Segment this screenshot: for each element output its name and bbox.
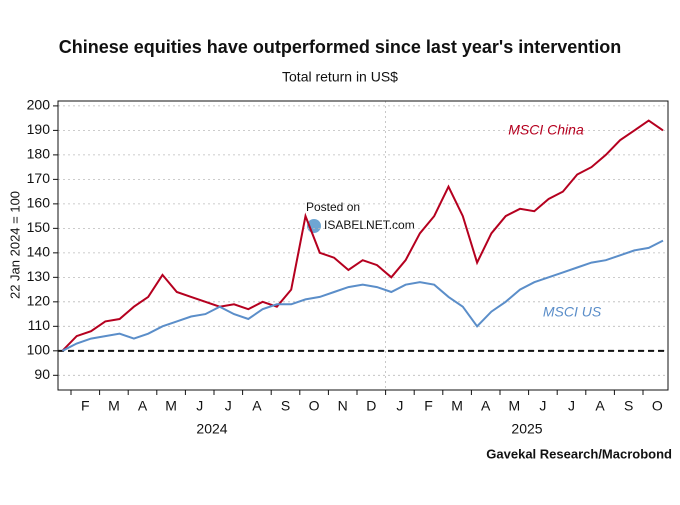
plot-frame — [57, 100, 669, 391]
chart-title: Chinese equities have outperformed since… — [59, 37, 621, 57]
x-tick-label: A — [481, 398, 491, 414]
y-tick-label: 100 — [27, 342, 51, 358]
legend-label: MSCI US — [543, 304, 602, 320]
watermark: Posted on — [306, 200, 360, 214]
x-tick-label: D — [366, 398, 376, 414]
y-tick-label: 110 — [28, 317, 51, 333]
series-line — [61, 239, 664, 352]
year-label: 2025 — [511, 421, 542, 437]
y-tick-label: 120 — [27, 293, 51, 309]
watermark: ISABELNET.com — [324, 218, 415, 232]
x-tick-label: M — [165, 398, 177, 414]
x-tick-label: S — [281, 398, 290, 414]
year-label: 2024 — [196, 421, 227, 437]
source: Gavekal Research/Macrobond — [486, 446, 672, 461]
y-tick-label: 200 — [27, 97, 51, 113]
x-tick-label: O — [652, 398, 663, 414]
y-tick-label: 130 — [27, 268, 51, 284]
x-tick-label: J — [196, 398, 203, 414]
x-tick-label: A — [252, 398, 262, 414]
y-axis-label: 22 Jan 2024 = 100 — [7, 191, 22, 299]
x-tick-label: A — [138, 398, 148, 414]
chart-subtitle: Total return in US$ — [282, 69, 398, 85]
y-tick-label: 160 — [27, 195, 51, 211]
x-tick-label: M — [508, 398, 520, 414]
x-tick-label: N — [338, 398, 348, 414]
x-tick-label: F — [81, 398, 90, 414]
series-line — [61, 119, 664, 352]
legend-label: MSCI China — [508, 122, 584, 138]
y-tick-label: 180 — [27, 146, 51, 162]
y-tick-label: 190 — [27, 121, 51, 137]
x-tick-label: J — [396, 398, 403, 414]
y-tick-label: 150 — [27, 219, 51, 235]
y-tick-label: 90 — [34, 366, 50, 382]
x-tick-label: J — [568, 398, 575, 414]
x-tick-label: A — [595, 398, 605, 414]
x-tick-label: J — [225, 398, 232, 414]
y-tick-label: 140 — [27, 244, 51, 260]
x-tick-label: S — [624, 398, 633, 414]
x-tick-label: O — [309, 398, 320, 414]
x-tick-label: J — [539, 398, 546, 414]
y-tick-label: 170 — [27, 170, 51, 186]
x-tick-label: M — [451, 398, 463, 414]
x-tick-label: F — [424, 398, 433, 414]
x-tick-label: M — [108, 398, 120, 414]
